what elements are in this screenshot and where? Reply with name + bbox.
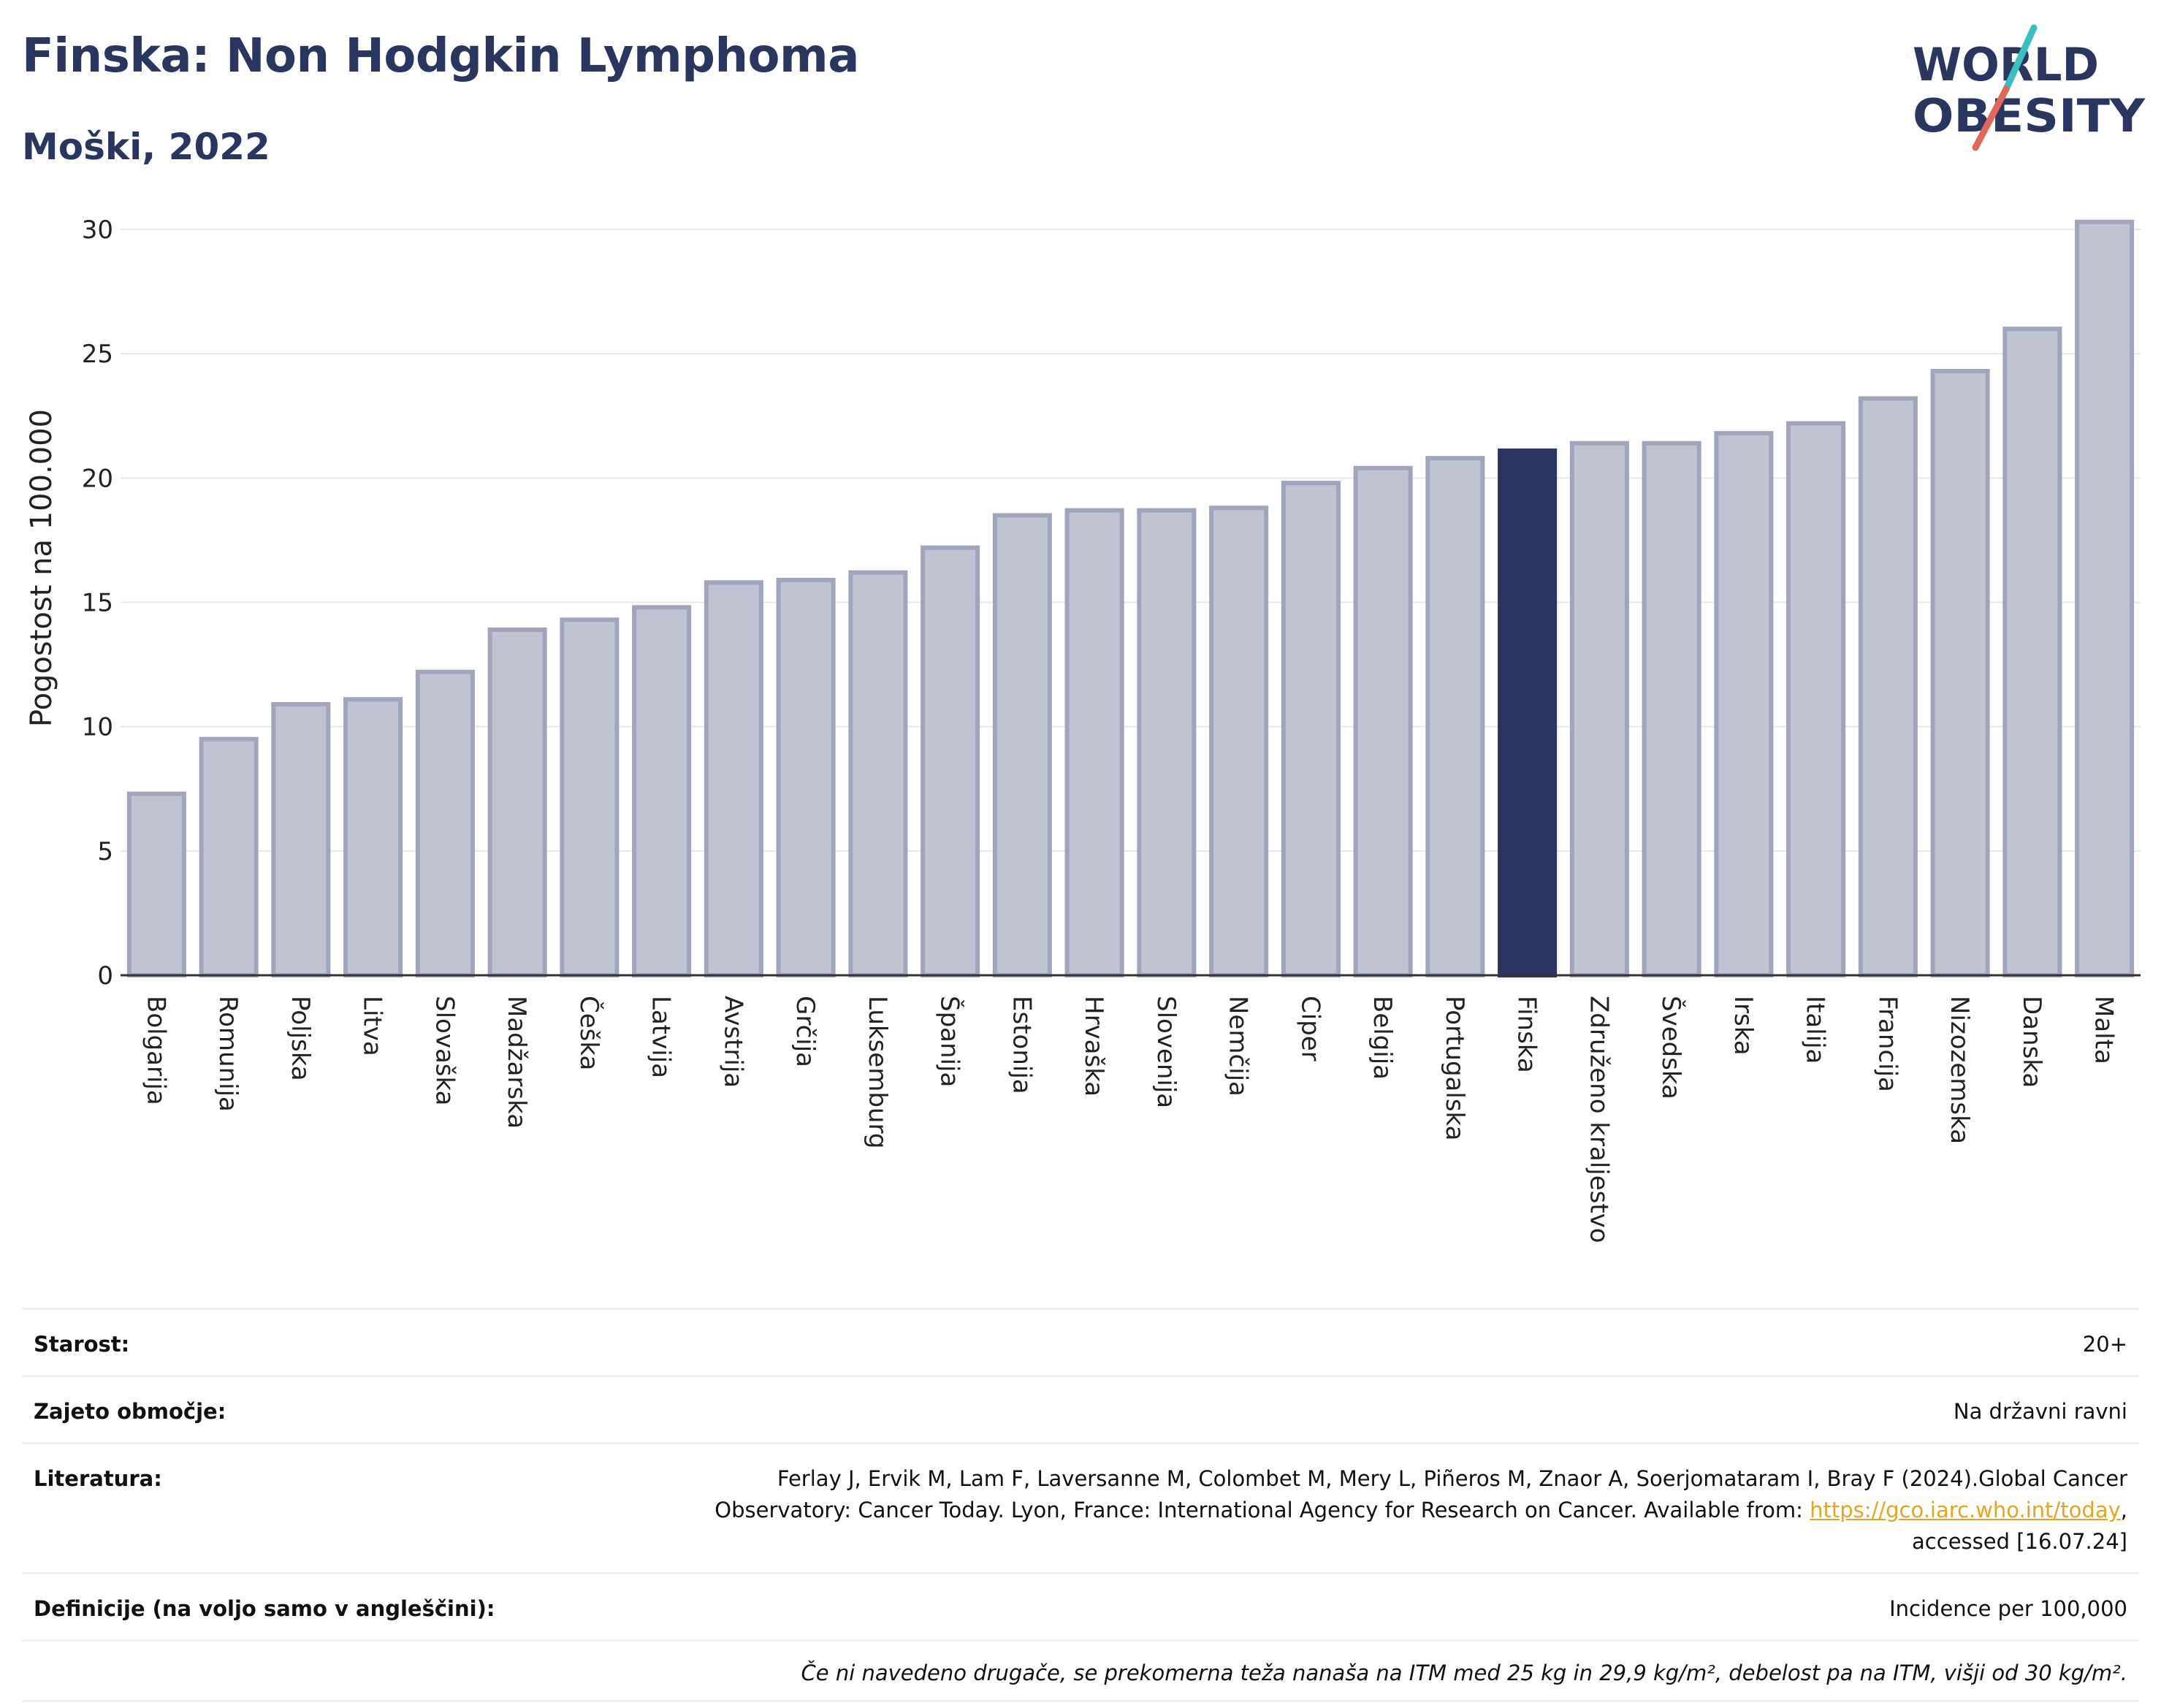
bar-slovenija — [1137, 508, 1197, 977]
bar-chart: 0 5 10 15 20 25 30 Bolgarija Romunija Poljska Lit… — [25, 216, 2141, 1243]
x-tick-label: Češka — [574, 996, 604, 1070]
literature-line2: Observatory: Cancer Today. Lyon, France:… — [714, 1498, 1810, 1522]
info-note: Če ni navedeno drugače, se prekomerna te… — [801, 1661, 2127, 1685]
bar-španija — [921, 545, 980, 977]
x-tick-label: Francija — [1872, 996, 1902, 1092]
bar-avstrija — [704, 580, 763, 977]
info-value-literature: Ferlay J, Ervik M, Lam F, Laversanne M, … — [714, 1463, 2127, 1558]
bar-irska — [1714, 431, 1774, 977]
x-tick-label: Poljska — [286, 996, 315, 1081]
page-title: Finska: Non Hodgkin Lymphoma — [22, 29, 859, 83]
bar-estonija — [992, 513, 1052, 977]
x-tick-label: Nizozemska — [1945, 996, 1974, 1144]
info-row-literature: Literatura: Ferlay J, Ervik M, Lam F, La… — [22, 1442, 2139, 1572]
bar-švedska — [1642, 441, 1701, 977]
x-tick-label: Danska — [2017, 996, 2046, 1088]
x-tick-label: Irska — [1729, 996, 1758, 1056]
bar-finska — [1498, 448, 1558, 977]
x-axis-ticks: Bolgarija Romunija Poljska Litva Slovaška Mad… — [141, 996, 2118, 1243]
logo-slash-teal — [2002, 24, 2038, 93]
x-tick-label: Estonija — [1007, 996, 1036, 1094]
x-tick-label: Romunija — [213, 996, 243, 1112]
info-row-coverage: Zajeto območje: Na državni ravni — [22, 1375, 2139, 1442]
info-label-coverage: Zajeto območje: — [34, 1399, 226, 1424]
y-tick-label: 20 — [82, 464, 113, 493]
x-tick-label: Ciper — [1295, 996, 1325, 1061]
x-tick-label: Hrvaška — [1079, 996, 1108, 1097]
bar-slovaška — [415, 669, 475, 977]
bar-francija — [1858, 396, 1918, 977]
literature-line2-end: , — [2120, 1498, 2127, 1522]
bar-češka — [560, 617, 620, 977]
info-label-definitions: Definicije (na voljo samo v angleščini): — [34, 1596, 495, 1621]
x-tick-label: Finska — [1512, 996, 1541, 1073]
x-tick-label: Združeno kraljestvo — [1584, 996, 1613, 1243]
bar-poljska — [271, 702, 331, 977]
bar-litva — [343, 697, 403, 977]
bar-romunija — [199, 736, 259, 977]
y-tick-label: 5 — [97, 837, 113, 866]
bar-nizozemska — [1930, 369, 1990, 978]
info-table: Starost: 20+ Zajeto območje: Na državni … — [22, 1308, 2139, 1702]
literature-line3: accessed [16.07.24] — [1912, 1529, 2127, 1554]
bar-grčija — [776, 577, 836, 977]
bar-italija — [1786, 421, 1846, 977]
literature-line1: Ferlay J, Ervik M, Lam F, Laversanne M, … — [777, 1466, 2127, 1491]
x-tick-label: Bolgarija — [141, 996, 170, 1105]
x-tick-label: Portugalska — [1440, 996, 1469, 1140]
info-label-age: Starost: — [34, 1332, 130, 1357]
x-tick-label: Avstrija — [718, 996, 747, 1088]
info-row-definitions: Definicije (na voljo samo v angleščini):… — [22, 1572, 2139, 1639]
x-tick-label: Luksemburg — [863, 996, 892, 1148]
bar-madžarska — [487, 627, 547, 977]
y-tick-label: 10 — [82, 713, 113, 742]
info-value-definitions: Incidence per 100,000 — [1889, 1596, 2127, 1621]
bar-latvija — [632, 605, 692, 977]
bar-belgija — [1353, 465, 1413, 977]
bar-luksemburg — [848, 570, 908, 977]
bar-malta — [2075, 219, 2135, 977]
x-tick-label: Švedska — [1656, 996, 1686, 1099]
logo-slash-red — [1972, 85, 2010, 151]
bar-danska — [2002, 327, 2062, 977]
bar-ciper — [1281, 481, 1341, 977]
y-tick-label: 25 — [82, 340, 113, 369]
bar-bolgarija — [126, 791, 186, 978]
x-tick-label: Belgija — [1368, 996, 1397, 1080]
info-row-age: Starost: 20+ — [22, 1308, 2139, 1375]
x-tick-label: Slovenija — [1151, 996, 1181, 1108]
x-tick-label: Litva — [358, 996, 387, 1056]
x-tick-label: Grčija — [790, 996, 820, 1067]
info-value-coverage: Na državni ravni — [1953, 1399, 2127, 1424]
x-tick-label: Latvija — [647, 996, 676, 1078]
y-axis-ticks: 0 5 10 15 20 25 30 — [82, 216, 113, 991]
x-tick-label: Madžarska — [502, 996, 531, 1129]
x-tick-label: Italija — [1801, 996, 1830, 1064]
x-tick-label: Nemčija — [1224, 996, 1253, 1097]
info-value-age: 20+ — [2082, 1332, 2127, 1357]
x-tick-label: Španija — [935, 996, 965, 1087]
literature-link[interactable]: https://gco.iarc.who.int/today — [1810, 1498, 2121, 1522]
x-tick-label: Slovaška — [430, 996, 459, 1105]
bar-portugalska — [1425, 456, 1485, 977]
info-row-note: Če ni navedeno drugače, se prekomerna te… — [22, 1639, 2139, 1702]
page-subtitle: Moški, 2022 — [22, 126, 270, 168]
y-tick-label: 15 — [82, 589, 113, 618]
info-label-literature: Literatura: — [34, 1466, 162, 1491]
bar-hrvaška — [1064, 508, 1124, 977]
y-tick-label: 30 — [82, 216, 113, 245]
x-tick-label: Malta — [2089, 996, 2119, 1064]
y-axis-title: Pogostost na 100.000 — [25, 409, 58, 727]
bar-združeno-kraljestvo — [1569, 441, 1629, 977]
y-tick-label: 0 — [97, 961, 113, 991]
logo-line2: OBESITY — [1913, 89, 2146, 142]
bar-nemčija — [1209, 506, 1269, 977]
chart-bars — [126, 219, 2135, 978]
world-obesity-logo: WORLD OBESITY — [1913, 24, 2146, 151]
